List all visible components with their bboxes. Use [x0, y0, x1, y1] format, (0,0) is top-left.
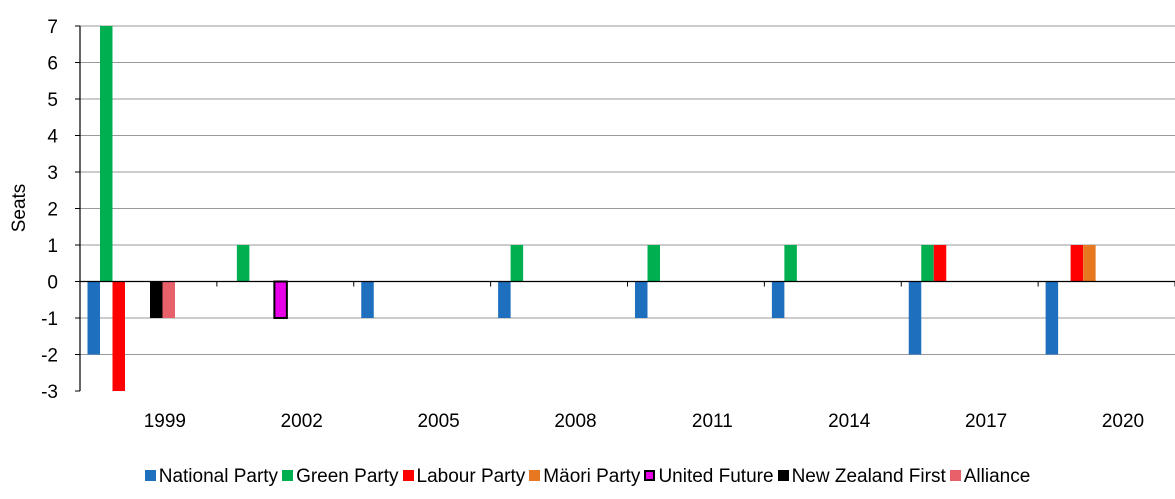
legend-swatch [529, 470, 541, 481]
bar [87, 281, 100, 355]
legend-label: National Party [158, 466, 279, 487]
bar [1045, 281, 1059, 355]
legend-item: National Party [144, 466, 279, 488]
x-tick-label: 2002 [281, 411, 323, 432]
legend-swatch [402, 470, 414, 481]
legend-swatch [282, 470, 294, 481]
bar [510, 245, 524, 282]
legend-label: Labour Party [416, 466, 526, 487]
bar [273, 280, 288, 319]
y-tick-label: 6 [47, 54, 58, 75]
y-tick-labels: 7 6 5 4 3 2 1 0 -1 -2 -3 [41, 17, 58, 403]
legend-label: New Zealand First [791, 466, 946, 487]
bar [112, 281, 125, 391]
bar [784, 245, 797, 282]
bar [100, 26, 113, 282]
bar [921, 245, 934, 282]
legend-swatch [949, 470, 961, 481]
x-tick-label: 2017 [965, 411, 1007, 432]
y-tick-label: 2 [47, 200, 58, 221]
y-tick-label: -3 [41, 382, 58, 403]
y-tick-label: 1 [47, 236, 58, 257]
legend: National Party Green Party Labour Party Mäo… [0, 466, 1175, 488]
bar [150, 281, 163, 318]
legend-item: Labour Party [402, 466, 526, 488]
legend-swatch [777, 470, 789, 481]
legend-item: Alliance [949, 466, 1031, 488]
x-tick-label: 2005 [417, 411, 459, 432]
gridlines [80, 25, 1175, 355]
bar [908, 281, 922, 355]
legend-item: United Future [644, 466, 774, 488]
bar [647, 245, 660, 282]
legend-label: Mäori Party [543, 466, 641, 487]
bar [162, 281, 175, 318]
bar [635, 281, 648, 318]
bars [87, 26, 1096, 391]
axes [75, 25, 1175, 392]
bar [361, 281, 374, 318]
x-tick-label: 1999 [144, 411, 186, 432]
y-tick-label: -2 [41, 346, 58, 367]
y-tick-label: 4 [47, 127, 58, 148]
legend-swatch [144, 470, 156, 481]
legend-item: Green Party [282, 466, 399, 488]
x-tick-label: 2011 [692, 411, 733, 432]
x-tick-label: 2020 [1102, 411, 1144, 432]
legend-swatch [644, 470, 656, 481]
x-tick-label: 2008 [554, 411, 596, 432]
legend-label: United Future [658, 466, 774, 487]
bar-chart: 7 6 5 4 3 2 1 0 -1 -2 -3 1999 2002 2005 2008 2011 2014 2… [9, 17, 1175, 432]
bar [236, 245, 250, 282]
bar [1070, 245, 1084, 282]
y-tick-label: -1 [41, 309, 58, 330]
y-tick-label: 7 [47, 17, 58, 38]
legend-label: Green Party [296, 466, 399, 487]
legend-label: Alliance [963, 466, 1031, 487]
y-tick-label: 0 [47, 273, 58, 294]
bar [1083, 245, 1096, 282]
bar [771, 281, 785, 318]
bar [498, 281, 511, 318]
x-tick-labels: 1999 2002 2005 2008 2011 2014 2017 2020 [144, 411, 1144, 432]
legend-item: Mäori Party [529, 466, 640, 488]
bar [933, 245, 947, 282]
x-tick-label: 2014 [828, 411, 871, 432]
y-axis-title: Seats [9, 184, 30, 233]
y-tick-label: 3 [47, 163, 58, 184]
legend-item: New Zealand First [777, 466, 946, 488]
y-tick-label: 5 [47, 90, 58, 111]
